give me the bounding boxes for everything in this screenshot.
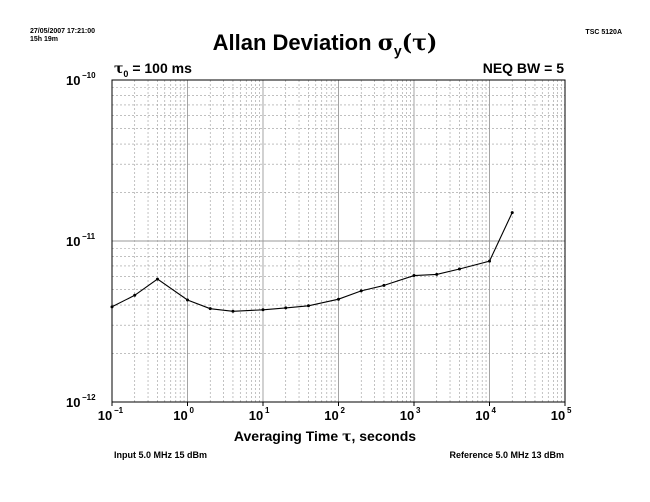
title-subscript: y	[393, 42, 402, 59]
data-point	[435, 272, 439, 276]
y-tick-label: 10	[66, 234, 80, 249]
data-point	[186, 298, 189, 302]
x-tick-label: 10	[551, 408, 565, 423]
reference-info: Reference 5.0 MHz 13 dBm	[449, 450, 564, 460]
x-tick-exponent: 4	[492, 406, 497, 415]
tau0-subscript: 0	[123, 68, 129, 79]
x-tick-exponent: −1	[114, 406, 124, 415]
x-tick-label: 10	[400, 408, 414, 423]
data-point	[306, 304, 310, 308]
x-axis-label: Averaging Time τ, seconds	[0, 428, 650, 445]
data-point	[208, 307, 212, 311]
data-point	[382, 283, 386, 287]
tau0-label: τ0 = 100 ms	[114, 60, 192, 79]
data-point	[133, 293, 137, 297]
y-tick-label: 10	[66, 73, 80, 88]
x-axis-label-text: Averaging Time	[233, 428, 343, 444]
x-axis-label-tau: τ	[342, 429, 352, 445]
series-layer	[110, 211, 514, 313]
y-tick-label: 10	[66, 395, 80, 410]
x-tick-exponent: 2	[341, 406, 346, 415]
instrument-model: TSC 5120A	[585, 29, 622, 36]
data-point	[337, 297, 340, 301]
x-tick-exponent: 5	[567, 406, 572, 415]
tau0-value: = 100 ms	[128, 60, 192, 76]
timestamp: 27/05/2007 17:21:00	[30, 28, 95, 35]
title-sigma: σ	[377, 30, 394, 56]
series-line	[111, 212, 513, 312]
data-point	[261, 308, 265, 312]
x-tick-exponent: 1	[265, 406, 270, 415]
y-tick-exponent: −10	[82, 71, 96, 80]
data-point	[284, 306, 288, 310]
data-point	[457, 267, 461, 271]
title-tau: (τ)	[401, 30, 438, 56]
data-point	[412, 274, 416, 278]
data-point	[110, 305, 114, 309]
x-tick-exponent: 3	[416, 406, 421, 415]
chart-title: Allan Deviation σy(τ)	[0, 30, 650, 58]
x-tick-label: 10	[98, 408, 112, 423]
data-point	[488, 259, 491, 263]
data-point	[510, 211, 514, 215]
x-tick-label: 10	[324, 408, 338, 423]
x-tick-exponent: 0	[190, 406, 195, 415]
input-info: Input 5.0 MHz 15 dBm	[114, 450, 208, 460]
y-tick-exponent: −11	[82, 232, 96, 241]
data-point	[231, 309, 235, 313]
neq-bw-label: NEQ BW = 5	[482, 60, 564, 76]
x-tick-label: 10	[475, 408, 489, 423]
title-text: Allan Deviation	[212, 30, 378, 55]
grid-layer	[111, 80, 565, 403]
x-axis-label-tail: , seconds	[351, 428, 417, 444]
data-point	[155, 277, 159, 281]
x-tick-label: 10	[173, 408, 187, 423]
duration: 15h 19m	[30, 36, 59, 43]
y-tick-exponent: −12	[82, 393, 96, 402]
tau0-symbol: τ	[114, 61, 124, 77]
data-point	[359, 289, 363, 293]
x-tick-label: 10	[249, 408, 263, 423]
